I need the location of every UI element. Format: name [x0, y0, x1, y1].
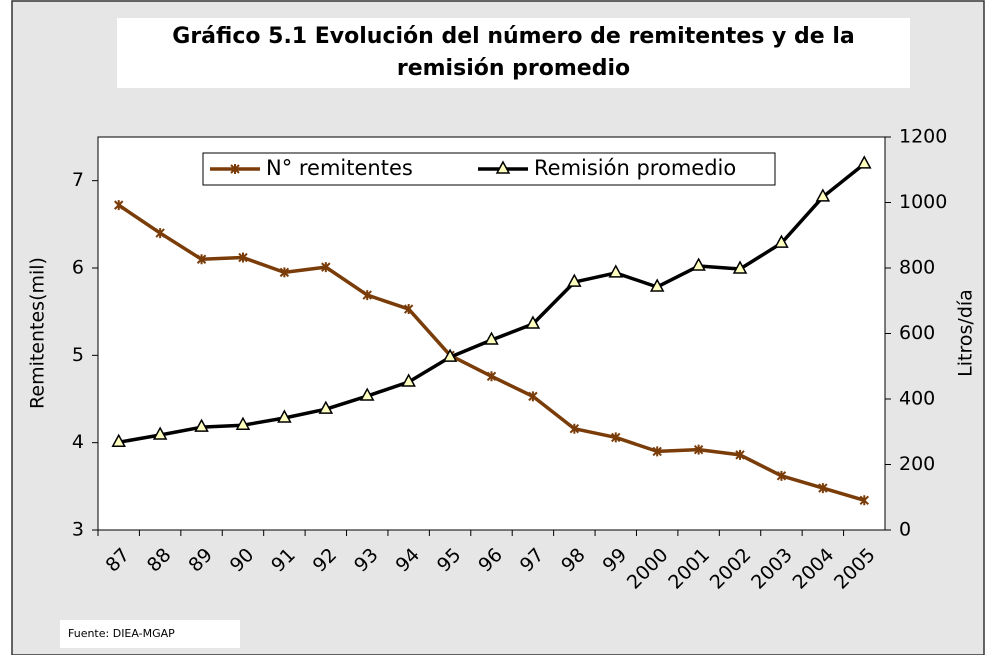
y2-tick-label: 200: [899, 453, 935, 475]
marker: [691, 257, 706, 271]
marker: [528, 391, 538, 402]
marker: [732, 260, 748, 274]
y-tick-label: 4: [72, 431, 84, 453]
marker: [567, 273, 582, 287]
title-box: [117, 18, 910, 88]
marker: [277, 409, 292, 423]
marker: [484, 331, 499, 345]
y2-tick-label: 0: [899, 519, 911, 541]
marker: [194, 418, 209, 432]
y2-tick-label: 1000: [899, 191, 947, 213]
legend-item: Remisión promedio: [478, 156, 736, 180]
title-wrap: Gráfico 5.1 Evolución del número de remi…: [172, 24, 855, 81]
y-tick-label: 5: [72, 344, 84, 366]
marker: [486, 371, 497, 382]
marker: [155, 228, 165, 239]
marker: [401, 373, 416, 387]
series: [111, 155, 872, 447]
marker: [196, 254, 207, 265]
y-axis-label: Remitentes(mil): [27, 257, 49, 409]
marker: [815, 188, 831, 202]
marker: [321, 262, 331, 273]
legend-label: Remisión promedio: [534, 156, 736, 180]
y2-tick-label: 1200: [899, 126, 947, 148]
marker: [279, 267, 290, 278]
y2-tick-label: 400: [899, 388, 935, 410]
y-tick-label: 7: [72, 169, 84, 191]
marker: [776, 470, 787, 481]
source-box: [60, 620, 240, 648]
y2-axis-label: Litros/día: [955, 289, 977, 377]
y-tick-label: 3: [72, 519, 84, 541]
marker: [693, 444, 704, 455]
marker: [362, 290, 372, 301]
marker: [495, 160, 511, 174]
marker: [238, 252, 248, 263]
marker: [235, 416, 251, 430]
marker: [359, 387, 375, 401]
marker: [649, 278, 665, 292]
marker: [152, 426, 168, 440]
marker: [818, 483, 828, 494]
chart-title: Gráfico 5.1 Evolución del número de remi…: [172, 24, 855, 81]
marker: [525, 315, 541, 329]
marker: [111, 433, 126, 447]
legend-item: N° remitentes: [210, 156, 413, 180]
marker: [735, 449, 745, 460]
marker: [114, 200, 124, 211]
marker: [230, 164, 240, 174]
marker: [859, 495, 869, 506]
marker: [652, 446, 662, 457]
marker: [403, 304, 414, 315]
marker: [774, 234, 789, 248]
source: Fuente: DIEA-MGAP: [68, 627, 175, 640]
marker: [857, 155, 872, 169]
marker: [608, 264, 624, 278]
marker: [569, 423, 580, 434]
legend-label: N° remitentes: [266, 156, 413, 180]
y2-tick-label: 600: [899, 322, 935, 344]
y2-tick-label: 800: [899, 257, 935, 279]
marker: [442, 348, 458, 362]
marker: [611, 432, 621, 443]
marker: [318, 400, 334, 414]
series: [114, 200, 869, 506]
y-tick-label: 6: [72, 257, 84, 279]
